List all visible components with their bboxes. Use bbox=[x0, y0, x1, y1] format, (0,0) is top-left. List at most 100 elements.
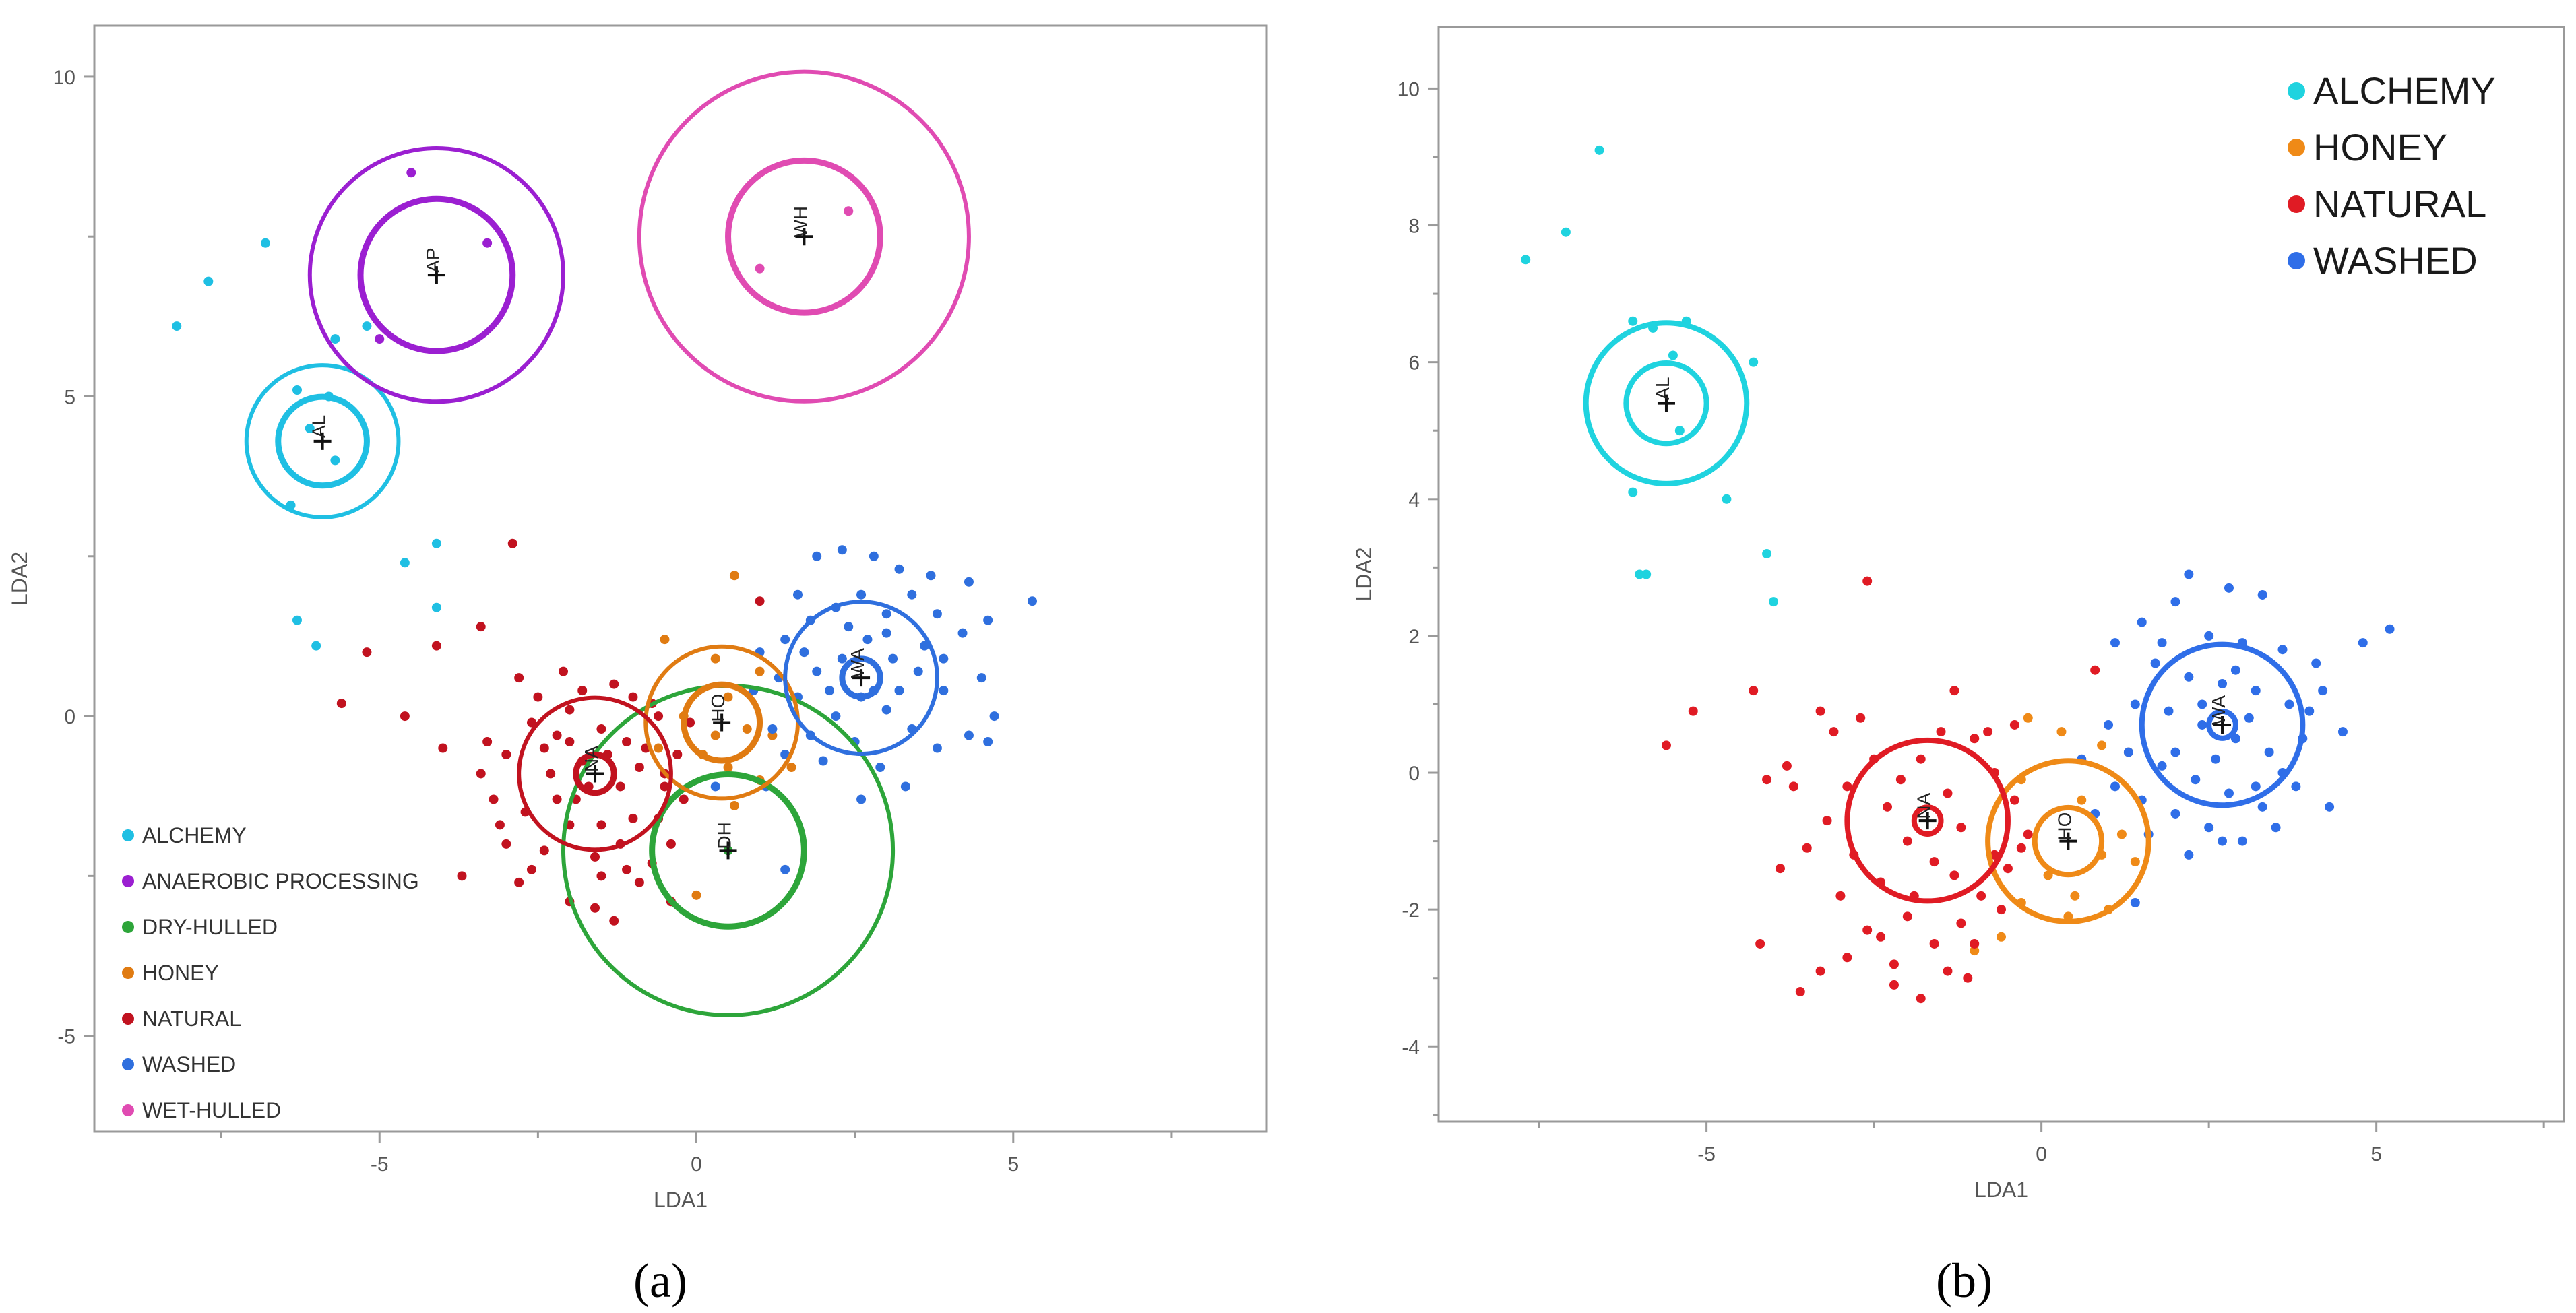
panel-b-point-washed bbox=[2130, 898, 2140, 907]
panel-a-point-washed bbox=[844, 622, 854, 632]
panel-a-outer-circle-wet-hulled bbox=[637, 69, 971, 404]
panel-b-point-washed bbox=[2204, 631, 2214, 641]
panel-b-point-washed bbox=[2110, 781, 2120, 792]
panel-a-point-washed bbox=[837, 545, 847, 555]
panel-a-point-washed bbox=[907, 589, 917, 600]
panel-b-point-alchemy bbox=[1668, 350, 1678, 360]
panel-b-point-alchemy bbox=[1561, 227, 1571, 237]
panel-b-point-washed bbox=[2170, 808, 2180, 819]
panel-b-point-natural bbox=[1963, 973, 1973, 983]
panel-a-point-washed bbox=[818, 756, 828, 766]
panel-a-point-washed bbox=[964, 730, 974, 740]
panel-b-point-natural bbox=[1829, 727, 1839, 737]
panel-b-point-washed bbox=[2218, 836, 2228, 846]
panel-a-point-washed bbox=[939, 653, 949, 664]
panel-a-lda-plot: -5 0 5-50510LDA1LDA2ALAPDHHONAWAWHALCHEMYA… bbox=[7, 24, 1268, 1308]
panel-b-point-natural bbox=[2003, 864, 2013, 874]
panel-b-legend-label-natural: NATURAL bbox=[2313, 183, 2486, 225]
panel-a-point-washed bbox=[869, 551, 879, 561]
panel-b-point-natural bbox=[1822, 816, 1832, 826]
panel-b-point-natural bbox=[1949, 870, 1959, 880]
panel-b-point-washed bbox=[2325, 802, 2335, 812]
panel-a-point-alchemy bbox=[203, 276, 214, 286]
panel-a-centroid-marker-dry-hulled bbox=[719, 841, 737, 860]
panel-a-point-natural bbox=[634, 762, 644, 772]
panel-a-point-natural bbox=[685, 717, 695, 728]
panel-b-inner-circle-washed bbox=[2206, 709, 2238, 741]
panel-b-point-alchemy bbox=[1749, 357, 1759, 367]
panel-b-y-tick-label: 6 bbox=[1408, 352, 1420, 375]
panel-b-point-natural bbox=[1902, 836, 1912, 846]
panel-a-point-natural bbox=[552, 794, 562, 804]
panel-b-point-honey bbox=[2097, 740, 2107, 750]
panel-a-point-natural bbox=[660, 781, 670, 792]
panel-a-point-washed bbox=[856, 589, 867, 600]
panel-a-outer-circle-natural bbox=[517, 695, 673, 852]
panel-b-legend-label-washed: WASHED bbox=[2313, 239, 2478, 282]
panel-a-inner-circle-anaerobic-processing bbox=[357, 195, 516, 354]
panel-b-point-alchemy bbox=[1762, 549, 1772, 559]
panel-a-point-natural bbox=[489, 794, 499, 804]
panel-a-point-washed bbox=[881, 609, 891, 619]
panel-b-outer-circle-honey bbox=[1985, 758, 2151, 924]
panel-a-point-natural bbox=[336, 699, 346, 709]
panel-a-x-tick-label: 5 bbox=[1007, 1153, 1019, 1176]
panel-a-point-washed bbox=[831, 711, 841, 722]
panel-a-point-washed bbox=[710, 781, 720, 792]
panel-b-point-washed bbox=[2211, 754, 2221, 764]
panel-a-legend-label-honey: HONEY bbox=[142, 961, 219, 985]
panel-b-point-natural bbox=[1856, 713, 1866, 723]
panel-a-point-washed bbox=[983, 615, 993, 625]
panel-b-point-washed bbox=[2170, 597, 2180, 607]
panel-a-series-anaerobic-processing bbox=[375, 168, 493, 344]
panel-a-point-natural bbox=[565, 705, 575, 715]
panel-a-point-natural bbox=[514, 673, 524, 683]
panel-b-point-washed bbox=[2184, 569, 2194, 579]
panel-a-point-washed bbox=[837, 653, 847, 664]
panel-a-point-natural bbox=[501, 750, 511, 760]
panel-b-point-alchemy bbox=[1635, 569, 1645, 579]
panel-b-y-tick-label: 0 bbox=[1408, 763, 1420, 785]
panel-a-point-washed bbox=[926, 571, 936, 581]
panel-b-point-washed bbox=[2170, 747, 2180, 757]
panel-a-inner-circle-honey bbox=[681, 681, 763, 764]
panel-a-centroid-label-dry-hulled: DH bbox=[714, 822, 735, 849]
panel-a-centroid-marker-honey bbox=[713, 713, 731, 732]
panel-b-point-washed bbox=[2123, 747, 2133, 757]
panel-b-point-alchemy bbox=[1641, 569, 1652, 579]
panel-a-point-alchemy bbox=[330, 455, 340, 466]
panel-a-legend: ALCHEMY ANAEROBIC PROCESSING DRY-HULLED HON… bbox=[122, 823, 419, 1122]
panel-b-point-natural bbox=[1956, 823, 1966, 833]
panel-a-point-natural bbox=[609, 679, 619, 689]
panel-b-point-natural bbox=[1883, 802, 1893, 812]
panel-b-point-washed bbox=[2137, 617, 2147, 627]
panel-a-point-honey bbox=[755, 666, 765, 676]
panel-b-point-washed bbox=[2244, 713, 2254, 723]
panel-b-point-washed bbox=[2237, 836, 2247, 846]
panel-a-point-natural bbox=[590, 903, 600, 913]
panel-b-point-natural bbox=[1997, 905, 2006, 915]
panel-a-x-tick-label: 0 bbox=[691, 1153, 702, 1176]
panel-b-series-washed bbox=[2077, 569, 2395, 907]
panel-b-x-axis-title: LDA1 bbox=[1974, 1178, 2028, 1202]
panel-b-point-washed bbox=[2291, 781, 2301, 792]
panel-b-centroid-label-honey: HO bbox=[2054, 812, 2075, 841]
panel-a-point-washed bbox=[964, 577, 974, 587]
panel-a-point-alchemy bbox=[400, 558, 410, 568]
panel-a-legend-label-alchemy: ALCHEMY bbox=[142, 823, 247, 847]
panel-a-centroid-label-wet-hulled: WH bbox=[790, 206, 811, 238]
panel-a-legend-marker-anaerobic-processing bbox=[122, 875, 134, 887]
panel-a-point-washed bbox=[932, 609, 942, 619]
panel-a-point-honey bbox=[742, 724, 752, 734]
panel-b-point-washed bbox=[2304, 706, 2315, 716]
panel-a-point-alchemy bbox=[311, 641, 321, 651]
panel-a-label: (a) bbox=[633, 1254, 687, 1308]
panel-b-point-washed bbox=[2337, 727, 2348, 737]
panel-a-x-axis-title: LDA1 bbox=[654, 1188, 708, 1212]
panel-b-centroid-label-washed: WA bbox=[2208, 695, 2229, 725]
panel-b-point-natural bbox=[1916, 994, 1926, 1004]
panel-a-point-alchemy bbox=[431, 538, 441, 548]
panel-b-point-washed bbox=[2218, 679, 2228, 688]
panel-a-point-washed bbox=[767, 724, 778, 734]
panel-b-point-natural bbox=[1895, 775, 1906, 785]
